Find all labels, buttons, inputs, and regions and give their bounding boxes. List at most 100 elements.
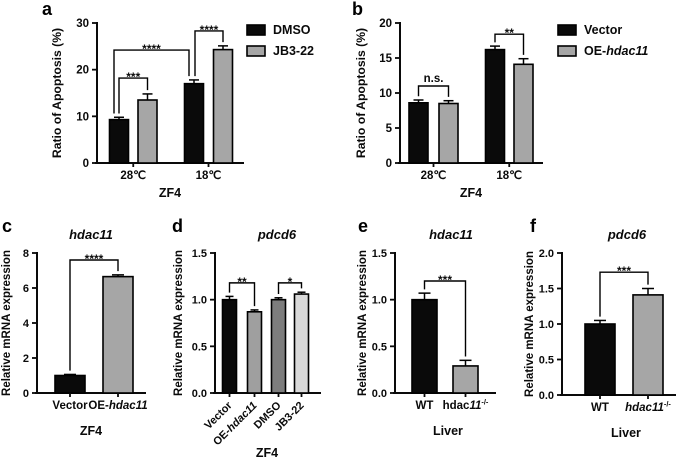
sig-bracket [494, 33, 525, 55]
bar-chart-apoptosis-oehdac11: 0 5 10 15 20 28℃ 18℃ ZF4 Ratio of Apoptosis (%) n… [354, 18, 648, 200]
bar-OE-hdac11 [102, 275, 134, 394]
panel-letter-e: e [358, 216, 369, 236]
y-tick-label: 1.5 [539, 284, 554, 296]
x-tick-label: OE-hdac11 [88, 400, 147, 412]
y-axis-title: Relative mRNA expression [524, 251, 536, 397]
x-tick-label: 18℃ [496, 169, 522, 182]
bar-chart-apoptosis-jb322: 0 10 20 30 28℃ 18℃ ZF4 Ratio of Apoptosis (%) **… [50, 18, 314, 200]
panel-letter-d: d [172, 216, 183, 236]
x-tick-label: hdac11-/- [443, 398, 489, 412]
y-tick-label: 8 [23, 248, 29, 260]
legend-swatch [557, 24, 577, 36]
bar-JB3-22 [293, 293, 310, 394]
y-tick-label: 2.0 [539, 248, 554, 260]
sig-bracket [118, 77, 149, 114]
y-tick-label: 0.0 [192, 388, 207, 400]
y-axis-title: Relative mRNA expression [173, 250, 185, 396]
chart-title: hdac11 [429, 227, 473, 242]
y-axis-title: Ratio of Apoptosis (%) [50, 28, 64, 158]
chart-title: pdcd6 [257, 227, 297, 242]
legend-swatch [246, 24, 266, 36]
x-tick-label: WT [591, 402, 609, 414]
bar-JB3-22 [137, 99, 158, 164]
x-tick-label: Vector [52, 400, 88, 412]
chart-title: pdcd6 [607, 227, 647, 242]
panel-b: b 0 5 10 15 20 28℃ 18℃ ZF4 Ratio of Apoptosis (%… [342, 0, 685, 205]
sig-label: **** [142, 42, 161, 56]
bar-DMSO [108, 118, 130, 164]
y-tick-label: 5 [386, 123, 393, 135]
bar-chart-pdcd6-liver: 0.0 0.5 1.0 1.5 2.0 WT hdac11-/- Liver Relative … [524, 227, 676, 440]
bar-hdac11-/- [632, 294, 664, 396]
y-axis-title: Ratio of Apoptosis (%) [354, 28, 368, 158]
y-tick-label: 20 [76, 65, 89, 77]
x-tick-label: 28℃ [421, 169, 447, 182]
panel-f: f 0.0 0.5 1.0 1.5 2.0 WT hdac11-/- Liver Relativ… [524, 205, 685, 475]
panel-e: e 0.0 0.5 1.0 1.5 WT hdac11-/- Liver Relative m… [357, 205, 524, 475]
x-tick-label: 18℃ [196, 169, 222, 182]
x-tick-label: 28℃ [120, 169, 146, 182]
y-tick-label: 6 [23, 283, 29, 295]
bar-chart-hdac11-zf4: 0 2 4 6 8 Vector OE-hdac11 ZF4 Relative mRNA exp… [1, 227, 148, 438]
y-tick-label: 1.5 [192, 248, 207, 260]
x-axis-title: ZF4 [80, 424, 102, 438]
sig-bracket [228, 282, 256, 307]
bar-OE-hdac11 [246, 311, 263, 394]
sig-bracket [599, 271, 649, 317]
x-tick-label: hdac11-/- [625, 400, 671, 414]
y-tick-label: 0.0 [372, 388, 387, 400]
bar-chart-hdac11-liver: 0.0 0.5 1.0 1.5 WT hdac11-/- Liver Relative mRN… [357, 227, 496, 438]
legend-label: DMSO [273, 23, 311, 37]
legend-label: JB3-22 [273, 44, 314, 58]
y-tick-label: 1.0 [192, 295, 207, 307]
sig-bracket [69, 259, 119, 371]
y-tick-label: 0.0 [539, 390, 554, 402]
y-tick-label: 0 [386, 158, 392, 170]
panel-letter-b: b [352, 0, 363, 19]
panel-letter-a: a [42, 0, 53, 19]
y-tick-label: 1.0 [372, 295, 387, 307]
bar-OE-hdac11 [513, 63, 534, 164]
sig-label: *** [617, 264, 631, 278]
y-axis-title: Relative mRNA expression [357, 250, 369, 396]
x-axis-title: Liver [611, 426, 641, 440]
y-tick-label: 1.0 [539, 319, 554, 331]
y-tick-label: 30 [76, 18, 89, 30]
panel-d: d 0.0 0.5 1.0 1.5 Vector OE-hdac11 DMSO JB3-22 Z… [170, 205, 358, 475]
y-tick-label: 0.5 [539, 355, 554, 367]
y-tick-label: 10 [76, 111, 89, 123]
y-axis-title: Relative mRNA expression [1, 250, 13, 396]
y-tick-label: 15 [379, 53, 392, 65]
x-axis-title: ZF4 [460, 186, 482, 200]
y-tick-label: 1.5 [372, 248, 387, 260]
y-tick-label: 0.5 [372, 341, 387, 353]
y-tick-label: 2 [23, 353, 29, 365]
bar-DMSO [270, 298, 287, 394]
y-tick-label: 4 [23, 318, 30, 330]
panel-c: c 0 2 4 6 8 Vector OE-hdac11 ZF4 Relative mRNA e… [0, 205, 172, 475]
sig-label: n.s. [424, 73, 444, 85]
sig-bracket [417, 85, 450, 97]
sig-bracket [277, 282, 303, 295]
panel-a: a 0 10 20 30 28℃ 18℃ ZF4 Ratio of Apoptosis (%)… [0, 0, 342, 205]
x-axis-title: ZF4 [159, 186, 181, 200]
bar-Vector [221, 298, 238, 394]
legend-label: Vector [584, 23, 622, 37]
x-axis-title: ZF4 [256, 446, 278, 460]
y-tick-label: 0 [83, 158, 89, 170]
sig-label: ** [237, 275, 247, 289]
bar-Vector [54, 374, 86, 394]
bar-JB3-22 [212, 48, 234, 164]
legend-swatch [557, 45, 577, 57]
y-tick-label: 10 [379, 88, 392, 100]
x-axis-title: Liver [433, 424, 463, 438]
bar-Vector [484, 48, 506, 164]
sig-label: **** [85, 252, 104, 266]
sig-bracket [194, 30, 224, 77]
bar-Vector [408, 102, 429, 164]
x-tick-label: WT [416, 400, 434, 412]
sig-label: *** [126, 70, 140, 84]
sig-label: ** [505, 26, 515, 40]
sig-bracket [423, 280, 467, 357]
